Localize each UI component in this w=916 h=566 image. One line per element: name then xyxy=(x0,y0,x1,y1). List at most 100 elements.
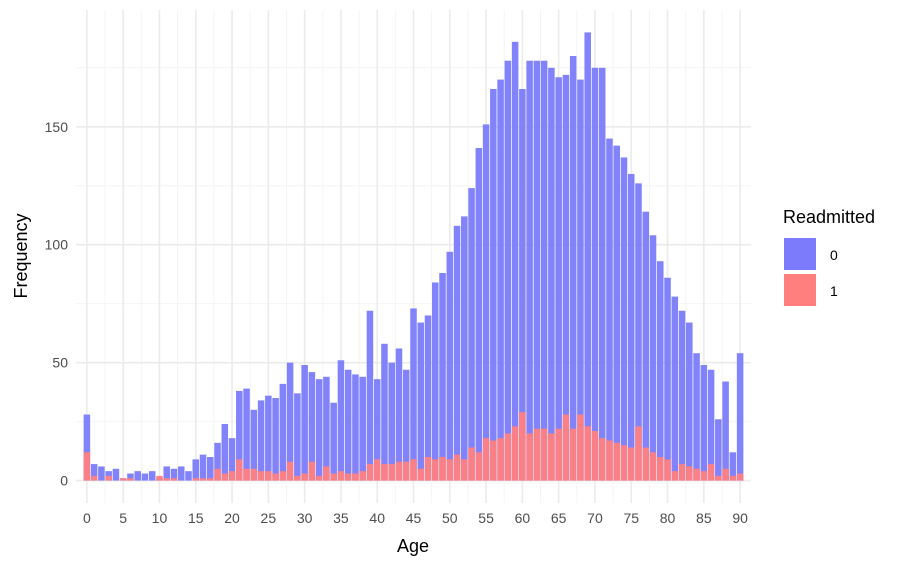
legend-title: Readmitted xyxy=(783,207,875,227)
bar-series-1-age-82 xyxy=(678,464,686,481)
series-1-bars xyxy=(83,412,744,481)
bar-series-1-age-35 xyxy=(337,471,345,481)
x-tick-label: 50 xyxy=(442,510,458,526)
bar-series-1-age-23 xyxy=(250,468,258,481)
bar-series-1-age-48 xyxy=(432,459,439,481)
bar-series-0-age-81 xyxy=(671,296,679,481)
bar-series-0-age-55 xyxy=(482,124,490,481)
bar-series-0-age-62 xyxy=(533,60,541,481)
bar-series-0-age-46 xyxy=(417,322,425,481)
bar-series-1-age-34 xyxy=(330,473,337,481)
bar-series-1-age-64 xyxy=(548,433,555,481)
x-tick-label: 15 xyxy=(188,510,204,526)
bar-series-0-age-66 xyxy=(562,74,570,481)
bar-series-0-age-23 xyxy=(250,409,258,481)
bar-series-0-age-33 xyxy=(323,376,330,481)
bar-series-0-age-26 xyxy=(272,398,279,481)
bar-series-0-age-70 xyxy=(591,67,599,481)
x-tick-label: 65 xyxy=(551,510,567,526)
bar-series-1-age-12 xyxy=(170,478,178,481)
x-tick-label: 75 xyxy=(623,510,639,526)
bar-series-1-age-86 xyxy=(707,464,715,481)
bar-series-0-age-29 xyxy=(294,393,301,481)
bar-series-0-age-69 xyxy=(584,32,591,481)
bar-series-1-age-89 xyxy=(729,475,737,481)
bar-series-0-age-53 xyxy=(468,188,475,481)
bar-series-0-age-45 xyxy=(410,308,417,481)
x-axis-title: Age xyxy=(397,536,429,556)
bar-series-1-age-15 xyxy=(192,478,200,481)
bar-series-1-age-50 xyxy=(446,459,454,481)
bar-series-0-age-20 xyxy=(228,438,236,481)
bar-series-0-age-68 xyxy=(577,79,584,481)
bar-series-1-age-19 xyxy=(221,473,229,481)
bar-series-1-age-54 xyxy=(475,452,483,481)
bar-series-1-age-11 xyxy=(163,478,170,481)
x-tick-label: 80 xyxy=(660,510,676,526)
bar-series-0-age-65 xyxy=(555,77,562,481)
legend-swatch-1 xyxy=(784,274,816,306)
bar-series-1-age-61 xyxy=(526,433,533,481)
bar-series-0-age-4 xyxy=(112,468,120,481)
bar-series-1-age-81 xyxy=(671,471,679,481)
bar-series-1-age-55 xyxy=(482,438,490,481)
x-tick-label: 60 xyxy=(515,510,531,526)
bar-series-1-age-68 xyxy=(577,414,584,481)
bar-series-1-age-30 xyxy=(301,473,308,481)
x-tick-label: 0 xyxy=(83,510,91,526)
legend-label-1: 1 xyxy=(830,283,838,299)
bar-series-1-age-1 xyxy=(90,475,98,481)
bar-series-0-age-35 xyxy=(337,360,345,481)
bar-series-1-age-21 xyxy=(236,459,243,481)
bar-series-0-age-52 xyxy=(461,216,468,481)
bar-series-0-age-0 xyxy=(83,414,91,481)
bar-series-1-age-42 xyxy=(388,464,395,481)
bar-series-1-age-3 xyxy=(105,475,112,481)
bar-series-1-age-26 xyxy=(272,473,279,481)
bar-series-0-age-28 xyxy=(286,362,294,481)
bar-series-0-age-67 xyxy=(569,55,577,481)
bar-series-1-age-47 xyxy=(424,457,432,481)
y-tick-label: 100 xyxy=(45,237,69,253)
bar-series-0-age-78 xyxy=(649,235,657,481)
y-tick-label: 50 xyxy=(52,355,68,371)
bar-series-1-age-69 xyxy=(584,426,591,481)
bar-series-1-age-84 xyxy=(693,468,700,481)
bar-series-1-age-49 xyxy=(439,457,446,481)
bar-series-1-age-33 xyxy=(323,466,330,481)
bar-series-0-age-8 xyxy=(141,473,149,481)
bar-series-1-age-37 xyxy=(352,473,359,481)
bar-series-1-age-88 xyxy=(722,468,729,481)
y-tick-labels: 0 50 100 150 xyxy=(45,119,69,489)
bar-series-0-age-18 xyxy=(214,442,221,481)
y-tick-label: 150 xyxy=(45,119,69,135)
legend-swatch-0 xyxy=(784,238,816,270)
bar-series-1-age-79 xyxy=(657,457,664,481)
bar-series-1-age-67 xyxy=(569,428,577,481)
bar-series-0-age-24 xyxy=(257,400,265,481)
bar-series-0-age-43 xyxy=(395,348,403,481)
bar-series-1-age-66 xyxy=(562,414,570,481)
bar-series-0-age-41 xyxy=(381,343,388,481)
bar-series-1-age-57 xyxy=(497,438,504,481)
x-tick-label: 5 xyxy=(119,510,127,526)
bar-series-1-age-17 xyxy=(207,478,214,481)
bar-series-1-age-83 xyxy=(686,466,693,481)
y-tick-label: 0 xyxy=(60,473,68,489)
bar-series-1-age-52 xyxy=(461,459,468,481)
bar-series-0-age-38 xyxy=(359,376,366,481)
bar-series-0-age-6 xyxy=(127,473,134,481)
bar-series-0-age-82 xyxy=(678,310,686,481)
bar-series-1-age-80 xyxy=(664,459,671,481)
bar-series-1-age-39 xyxy=(366,464,374,481)
bar-series-0-age-83 xyxy=(686,322,693,481)
bar-series-0-age-59 xyxy=(511,41,519,481)
bar-series-1-age-5 xyxy=(119,478,127,481)
bar-series-1-age-60 xyxy=(519,412,526,481)
bar-series-0-age-44 xyxy=(402,369,410,481)
bar-series-0-age-87 xyxy=(715,419,722,481)
bar-series-1-age-28 xyxy=(286,461,294,481)
bar-series-1-age-58 xyxy=(504,433,512,481)
x-tick-label: 25 xyxy=(261,510,277,526)
